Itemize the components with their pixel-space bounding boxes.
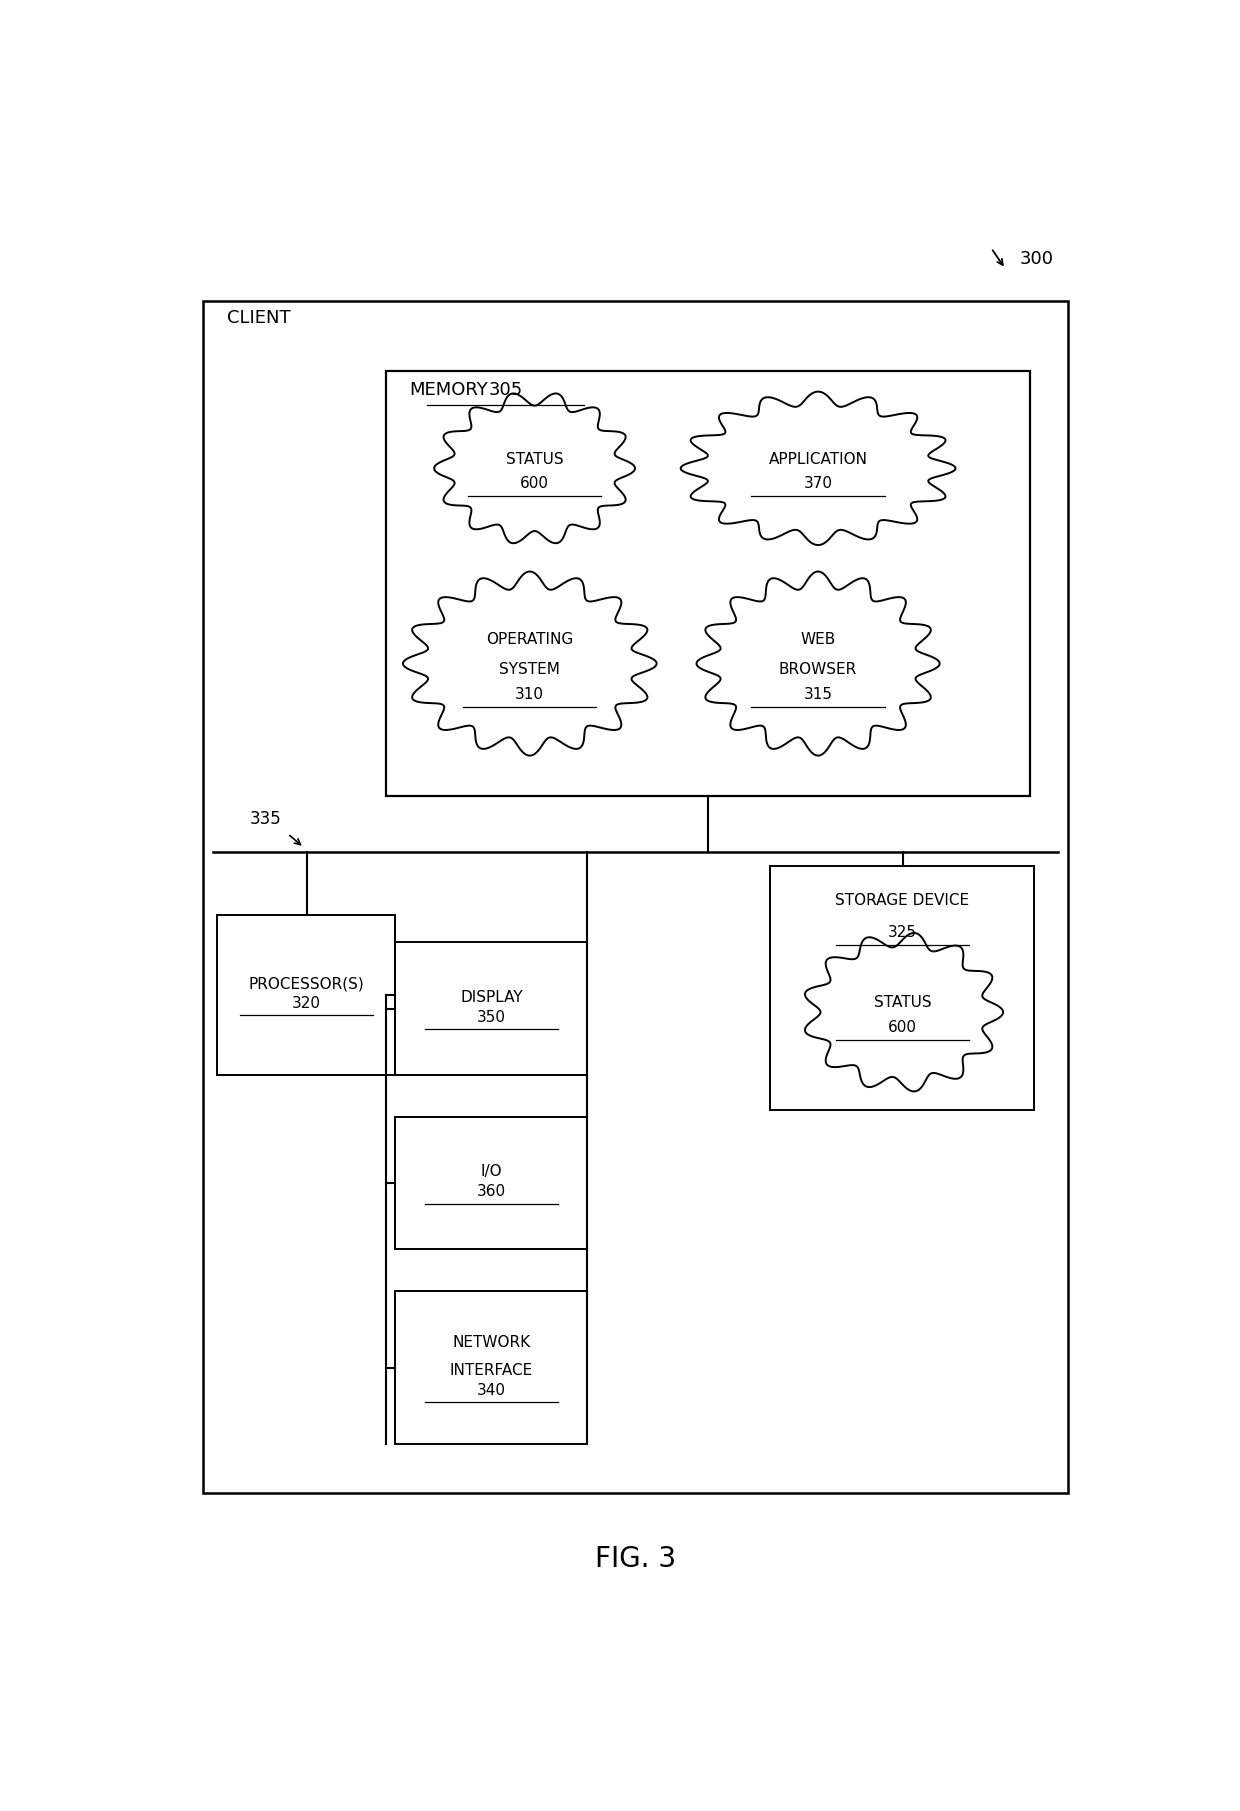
Text: OPERATING: OPERATING [486, 632, 573, 647]
Text: 315: 315 [804, 686, 832, 701]
Text: INTERFACE: INTERFACE [450, 1364, 533, 1378]
Text: I/O: I/O [481, 1164, 502, 1179]
Polygon shape [681, 391, 956, 545]
Text: 600: 600 [888, 1020, 918, 1036]
FancyBboxPatch shape [396, 1291, 588, 1445]
Text: MEMORY: MEMORY [409, 382, 489, 398]
Text: BROWSER: BROWSER [779, 663, 857, 677]
FancyBboxPatch shape [386, 371, 1029, 797]
Text: 310: 310 [516, 686, 544, 701]
Text: 305: 305 [489, 382, 523, 398]
Text: DISPLAY: DISPLAY [460, 991, 523, 1005]
Polygon shape [805, 933, 1003, 1092]
Text: 370: 370 [804, 476, 832, 491]
FancyBboxPatch shape [217, 915, 396, 1076]
Text: 320: 320 [291, 996, 321, 1011]
Text: 360: 360 [477, 1184, 506, 1199]
Text: STORAGE DEVICE: STORAGE DEVICE [835, 893, 970, 907]
Text: FIG. 3: FIG. 3 [595, 1545, 676, 1572]
Text: CLIENT: CLIENT [227, 308, 290, 326]
FancyBboxPatch shape [203, 301, 1068, 1494]
FancyBboxPatch shape [396, 1117, 588, 1250]
Text: 600: 600 [520, 476, 549, 491]
Text: 350: 350 [477, 1009, 506, 1025]
Text: NETWORK: NETWORK [453, 1335, 531, 1351]
Text: 340: 340 [477, 1382, 506, 1398]
Text: STATUS: STATUS [874, 996, 931, 1011]
Text: WEB: WEB [801, 632, 836, 647]
Text: PROCESSOR(S): PROCESSOR(S) [248, 976, 365, 991]
Polygon shape [403, 572, 657, 755]
Text: 325: 325 [888, 925, 916, 940]
FancyBboxPatch shape [396, 942, 588, 1076]
Polygon shape [697, 572, 940, 755]
Text: APPLICATION: APPLICATION [769, 451, 868, 467]
Polygon shape [434, 393, 635, 543]
Text: SYSTEM: SYSTEM [500, 663, 560, 677]
FancyBboxPatch shape [770, 866, 1034, 1110]
Text: 335: 335 [249, 810, 281, 828]
Text: 300: 300 [1019, 250, 1054, 268]
Text: STATUS: STATUS [506, 451, 563, 467]
